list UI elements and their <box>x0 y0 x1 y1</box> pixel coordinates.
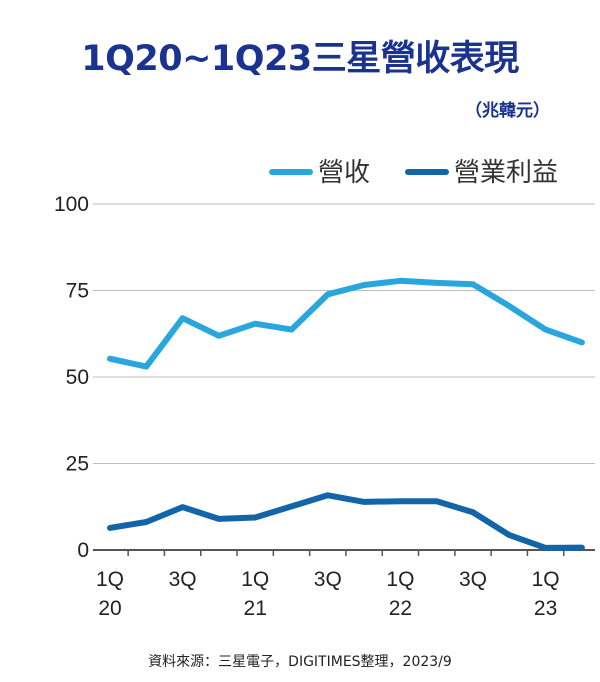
legend: 營收 營業利益 <box>269 158 558 188</box>
x-tick-label: 1Q <box>96 568 124 591</box>
grid-layer <box>93 203 595 464</box>
x-tick-label: 3Q <box>169 568 197 591</box>
x-tick-year-label: 20 <box>98 597 121 620</box>
y-tick-label: 25 <box>66 453 89 476</box>
chart-title: 1Q20~1Q23三星營收表現 <box>81 39 519 79</box>
legend-label: 營收 <box>318 158 370 188</box>
x-tick-label: 1Q <box>386 568 414 591</box>
x-tick-label: 3Q <box>459 568 487 591</box>
x-tick-year-label: 23 <box>534 597 557 620</box>
y-tick-label: 50 <box>66 366 89 389</box>
x-tick-year-label: 21 <box>244 597 267 620</box>
x-tick-year-label: 22 <box>389 597 412 620</box>
y-tick-label: 0 <box>77 539 89 562</box>
series-line-revenue <box>107 277 585 370</box>
legend-label: 營業利益 <box>454 158 558 188</box>
y-tick-label: 100 <box>54 193 89 216</box>
chart-subtitle: （兆韓元） <box>465 101 550 121</box>
x-tick-label: 1Q <box>532 568 560 591</box>
tick-labels: 0 25 50 75 100 1Q 20 3Q 1Q 21 3Q 1Q 22 3Q 1Q 23 <box>54 193 560 620</box>
series-layer <box>107 277 585 551</box>
x-tick-label: 3Q <box>314 568 342 591</box>
x-tick-label: 1Q <box>241 568 269 591</box>
y-tick-label: 75 <box>66 280 89 303</box>
source-note: 資料來源：三星電子，DIGITIMES整理，2023/9 <box>148 654 452 670</box>
axis-layer <box>93 549 595 556</box>
series-line-operating-profit <box>107 492 585 551</box>
